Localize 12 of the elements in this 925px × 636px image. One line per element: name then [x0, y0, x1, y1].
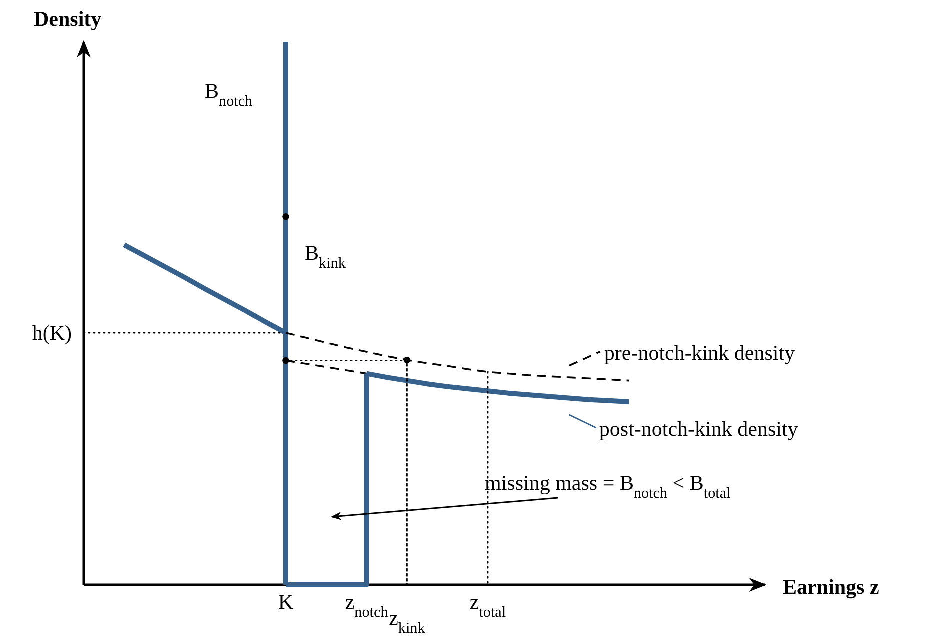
x-axis-title: Earnings z	[783, 575, 880, 599]
annotation: B$_{kink}$	[305, 241, 346, 272]
annotation: B$_{notch}$	[205, 79, 254, 110]
legend-label: pre-notch-kink density	[604, 340, 796, 365]
x-tick-label: z$_{notch}$	[345, 590, 389, 621]
legend-label: post-notch-kink density	[599, 417, 799, 442]
x-tick-label: z$_{kink}$	[389, 606, 426, 636]
annotation: missing mass = B$_{notch}$ < B$_{total}$	[485, 471, 731, 502]
y-axis-title: Density	[34, 7, 102, 31]
ref-line-label: h(K)	[32, 321, 72, 346]
x-tick-label: z$_{total}$	[470, 590, 506, 621]
x-tick-label: K	[278, 590, 294, 614]
